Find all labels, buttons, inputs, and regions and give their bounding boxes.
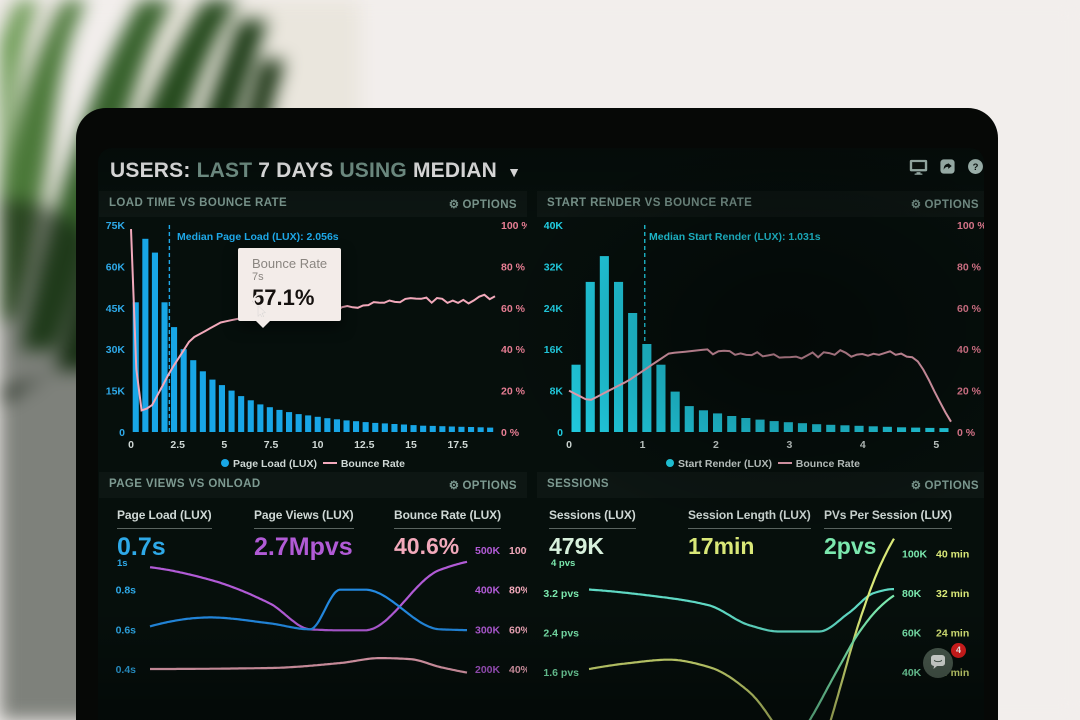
svg-text:0 %: 0 % bbox=[957, 427, 976, 439]
svg-text:7.5: 7.5 bbox=[264, 439, 279, 451]
svg-text:8K: 8K bbox=[550, 386, 564, 398]
svg-text:0: 0 bbox=[566, 439, 572, 451]
svg-text:80%: 80% bbox=[509, 585, 527, 597]
svg-text:20 %: 20 % bbox=[501, 386, 526, 398]
svg-text:15: 15 bbox=[405, 439, 417, 451]
svg-text:60%: 60% bbox=[509, 624, 527, 636]
svg-text:40 %: 40 % bbox=[501, 344, 526, 356]
svg-text:40%: 40% bbox=[509, 664, 527, 676]
svg-text:5: 5 bbox=[221, 439, 227, 451]
svg-text:40 %: 40 % bbox=[957, 344, 982, 356]
svg-text:1.6 pvs: 1.6 pvs bbox=[543, 667, 579, 679]
svg-text:40 min: 40 min bbox=[936, 549, 969, 561]
svg-text:40K: 40K bbox=[544, 220, 564, 232]
svg-text:80 %: 80 % bbox=[957, 261, 982, 273]
svg-text:0 %: 0 % bbox=[501, 427, 520, 439]
svg-text:32K: 32K bbox=[544, 261, 564, 273]
svg-text:60 %: 60 % bbox=[957, 303, 982, 315]
svg-text:60 %: 60 % bbox=[501, 303, 526, 315]
svg-text:?: ? bbox=[973, 162, 979, 173]
svg-text:100K: 100K bbox=[902, 549, 928, 561]
svg-text:2: 2 bbox=[713, 439, 719, 451]
svg-text:10: 10 bbox=[312, 439, 324, 451]
svg-text:100 %: 100 % bbox=[501, 220, 527, 232]
svg-text:400K: 400K bbox=[475, 585, 501, 597]
svg-text:16K: 16K bbox=[544, 344, 564, 356]
svg-text:4 pvs: 4 pvs bbox=[551, 558, 575, 569]
svg-text:80K: 80K bbox=[902, 588, 922, 600]
svg-text:80 %: 80 % bbox=[501, 261, 526, 273]
svg-text:2.5: 2.5 bbox=[170, 439, 185, 451]
svg-text:100%: 100% bbox=[509, 545, 527, 557]
svg-text:12.5: 12.5 bbox=[354, 439, 375, 451]
svg-text:3.2 pvs: 3.2 pvs bbox=[543, 588, 579, 600]
svg-text:0: 0 bbox=[119, 427, 125, 439]
svg-text:2.4 pvs: 2.4 pvs bbox=[543, 628, 579, 640]
svg-text:45K: 45K bbox=[106, 303, 126, 315]
svg-text:15K: 15K bbox=[106, 386, 126, 398]
svg-text:0.8s: 0.8s bbox=[116, 585, 137, 597]
svg-text:5: 5 bbox=[933, 439, 939, 451]
svg-text:60K: 60K bbox=[106, 261, 126, 273]
svg-text:17.5: 17.5 bbox=[447, 439, 468, 451]
svg-text:500K: 500K bbox=[475, 545, 501, 557]
svg-text:0.4s: 0.4s bbox=[116, 664, 137, 676]
svg-text:0: 0 bbox=[557, 427, 563, 439]
svg-text:1: 1 bbox=[640, 439, 646, 451]
svg-text:40K: 40K bbox=[902, 667, 922, 679]
svg-text:20 %: 20 % bbox=[957, 386, 982, 398]
svg-text:200K: 200K bbox=[475, 664, 501, 676]
svg-text:60K: 60K bbox=[902, 628, 922, 640]
svg-text:3: 3 bbox=[786, 439, 792, 451]
svg-text:32 min: 32 min bbox=[936, 588, 969, 600]
svg-text:24 min: 24 min bbox=[936, 628, 969, 640]
svg-text:24K: 24K bbox=[544, 303, 564, 315]
svg-text:75K: 75K bbox=[106, 220, 126, 232]
svg-text:300K: 300K bbox=[475, 624, 501, 636]
svg-text:100 %: 100 % bbox=[957, 220, 984, 232]
svg-text:30K: 30K bbox=[106, 344, 126, 356]
svg-text:0.6s: 0.6s bbox=[116, 624, 137, 636]
svg-text:1s: 1s bbox=[117, 558, 128, 569]
svg-text:0: 0 bbox=[128, 439, 134, 451]
svg-text:4: 4 bbox=[860, 439, 866, 451]
